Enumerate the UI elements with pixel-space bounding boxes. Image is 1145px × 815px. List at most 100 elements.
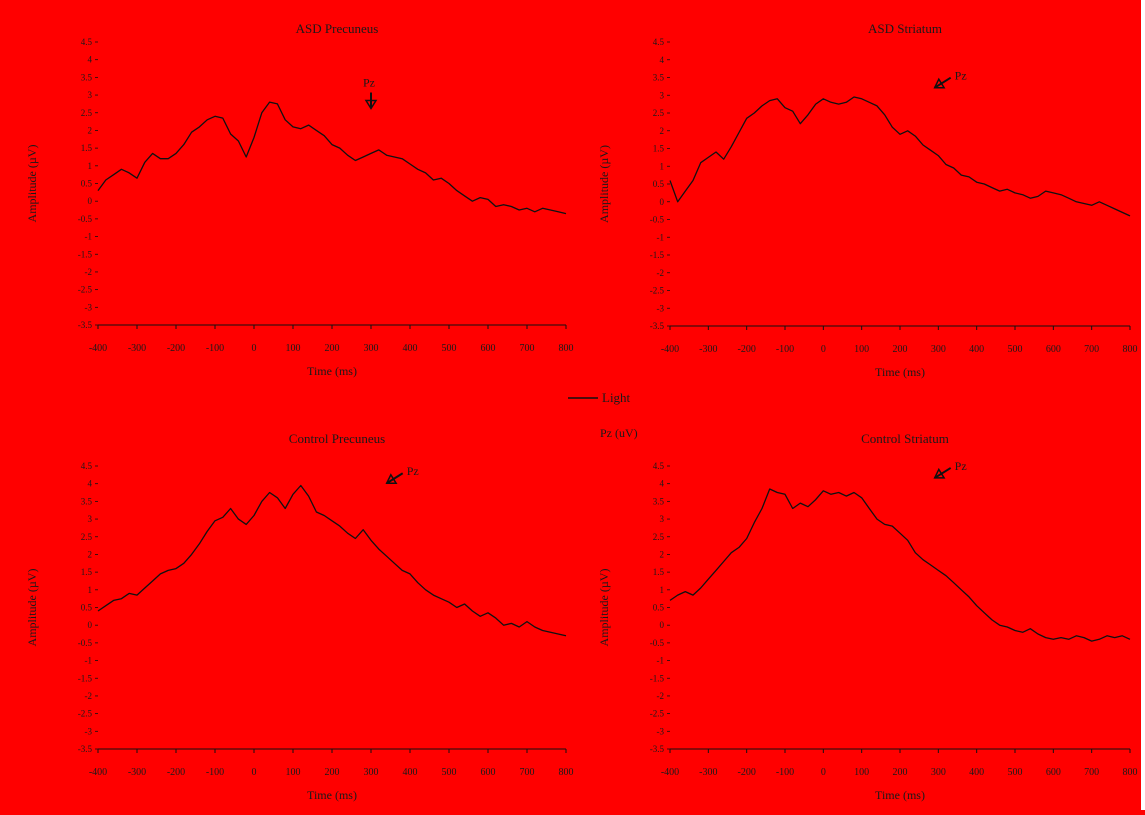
y-tick-label: -3 <box>85 302 93 312</box>
x-tick-label: 200 <box>325 343 340 354</box>
x-tick-label: -400 <box>661 767 679 778</box>
y-tick-label: -2 <box>85 691 93 701</box>
x-tick-label: 600 <box>481 343 496 354</box>
y-tick-label: 3 <box>88 514 93 524</box>
y-tick-label: -2 <box>657 691 665 701</box>
y-tick-label: 4 <box>660 479 665 489</box>
x-tick-label: 500 <box>1008 767 1023 778</box>
x-tick-label: -300 <box>128 767 146 778</box>
y-tick-label: -0.5 <box>78 214 93 224</box>
x-tick-label: -200 <box>167 343 185 354</box>
pz-annotation-label: Pz <box>955 459 967 473</box>
x-tick-label: 300 <box>364 343 379 354</box>
panel-asd-precuneus: ASD Precuneus -400 -300 -200 -100 0 100 200 300 4… <box>25 21 574 378</box>
x-tick-label: 600 <box>1046 344 1061 355</box>
x-tick-label: -100 <box>776 767 794 778</box>
y-tick-label: 4 <box>88 479 93 489</box>
y-tick-label: -1 <box>85 232 93 242</box>
x-axis-label: Time (ms) <box>307 788 357 802</box>
chart-title: ASD Precuneus <box>296 21 379 36</box>
chart-title: Control Precuneus <box>289 431 385 446</box>
y-tick-label: 4.5 <box>653 37 665 47</box>
x-tick-label: 800 <box>1123 767 1138 778</box>
y-tick-label: -1.5 <box>78 673 93 683</box>
edge-bar <box>1141 0 1145 810</box>
y-tick-label: -2 <box>657 268 665 278</box>
y-tick-label: -1.5 <box>78 249 93 259</box>
y-tick-label: -3.5 <box>78 320 93 330</box>
y-tick-label: -2.5 <box>650 286 665 296</box>
pz-arrow-head <box>385 473 398 484</box>
y-tick-label: 1 <box>88 585 93 595</box>
y-tick-label: 1 <box>88 161 93 171</box>
x-tick-label: 500 <box>1008 344 1023 355</box>
y-tick-label: 1.5 <box>653 567 665 577</box>
y-tick-label: 2 <box>660 126 665 136</box>
x-tick-label: 0 <box>252 767 257 778</box>
legend-label: Light <box>602 390 631 405</box>
x-tick-label: 200 <box>325 767 340 778</box>
y-tick-label: 2 <box>88 549 93 559</box>
x-tick-label: 300 <box>364 767 379 778</box>
y-tick-label: 0.5 <box>81 603 93 613</box>
y-tick-label: 2.5 <box>653 108 665 118</box>
series-line <box>97 101 567 215</box>
y-tick-label: -2 <box>85 267 93 277</box>
x-tick-label: -300 <box>699 344 717 355</box>
x-tick-label: -300 <box>699 767 717 778</box>
x-tick-label: 300 <box>931 344 946 355</box>
y-tick-label: 4.5 <box>653 461 665 471</box>
chart-title: Control Striatum <box>861 431 949 446</box>
y-tick-label: -3.5 <box>78 744 93 754</box>
pz-arrow-shaft <box>934 467 952 479</box>
y-tick-label: -0.5 <box>650 215 665 225</box>
y-axis-label: Amplitude (µV) <box>597 569 611 647</box>
y-tick-label: -2.5 <box>78 285 93 295</box>
x-tick-label: 100 <box>286 767 301 778</box>
y-tick-label: 0 <box>88 620 93 630</box>
y-tick-label: 1.5 <box>81 567 93 577</box>
x-tick-label: 600 <box>1046 767 1061 778</box>
x-tick-label: -400 <box>661 344 679 355</box>
x-tick-label: 500 <box>442 343 457 354</box>
x-tick-label: -100 <box>776 344 794 355</box>
y-tick-label: 0 <box>88 196 93 206</box>
series-line <box>669 488 1131 642</box>
x-tick-label: 0 <box>821 344 826 355</box>
y-tick-label: -2.5 <box>78 709 93 719</box>
y-tick-label: -0.5 <box>78 638 93 648</box>
x-tick-label: 200 <box>893 344 908 355</box>
y-tick-label: -1 <box>657 656 665 666</box>
y-tick-label: 3 <box>660 514 665 524</box>
y-axis-label: Amplitude (µV) <box>597 145 611 223</box>
x-tick-label: 100 <box>854 767 869 778</box>
y-tick-label: 4.5 <box>81 461 93 471</box>
x-tick-label: 0 <box>252 343 257 354</box>
y-tick-label: -1 <box>657 232 665 242</box>
y-tick-label: 1 <box>660 585 665 595</box>
x-tick-label: 800 <box>559 767 574 778</box>
x-tick-label: 400 <box>403 767 418 778</box>
x-axis-label: Time (ms) <box>875 365 925 379</box>
y-tick-label: 1.5 <box>81 143 93 153</box>
y-tick-label: -1 <box>85 656 93 666</box>
y-tick-label: -1.5 <box>650 250 665 260</box>
y-tick-label: -1.5 <box>650 673 665 683</box>
y-tick-label: 2.5 <box>81 108 93 118</box>
chart-title: ASD Striatum <box>868 21 942 36</box>
side-label: Pz (uV) <box>600 426 638 440</box>
y-tick-label: -2.5 <box>650 709 665 719</box>
x-tick-label: -400 <box>89 767 107 778</box>
x-tick-label: 700 <box>1084 344 1099 355</box>
pz-arrow-shaft <box>934 76 952 89</box>
x-axis-label: Time (ms) <box>875 788 925 802</box>
x-tick-label: -200 <box>737 344 755 355</box>
y-tick-label: 0.5 <box>653 179 665 189</box>
y-tick-label: 1.5 <box>653 144 665 154</box>
x-tick-label: -200 <box>167 767 185 778</box>
x-tick-label: 400 <box>403 343 418 354</box>
y-tick-label: 0.5 <box>81 179 93 189</box>
y-tick-label: 3.5 <box>81 72 93 82</box>
x-axis-label: Time (ms) <box>307 364 357 378</box>
